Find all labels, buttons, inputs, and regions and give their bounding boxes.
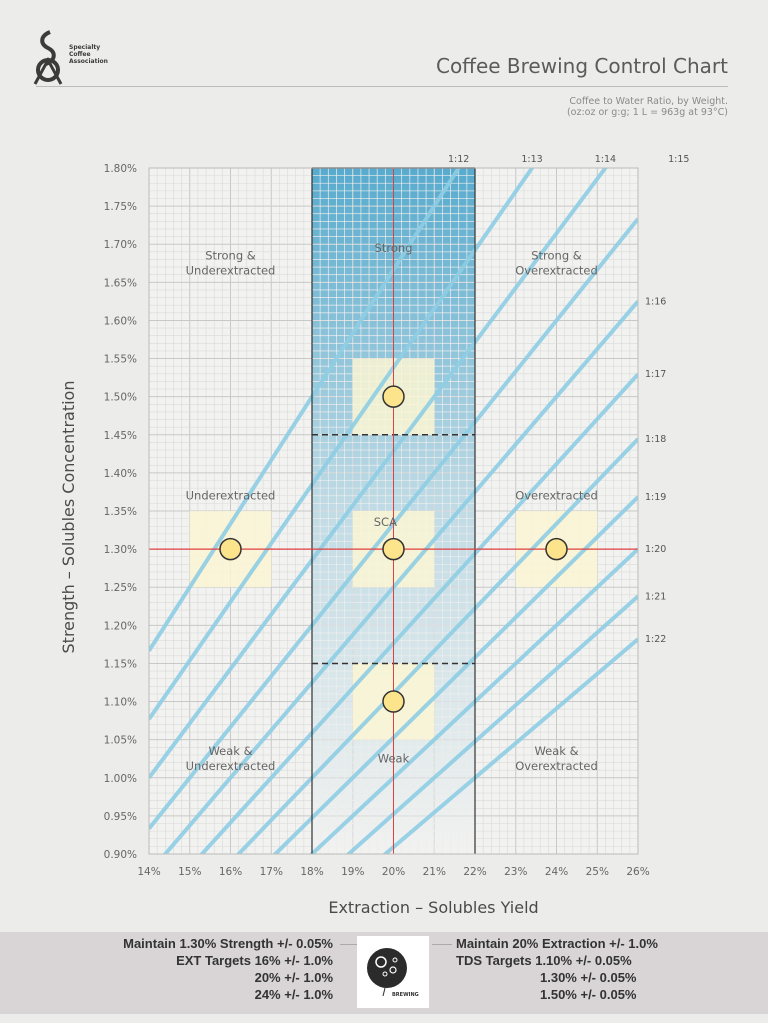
x-tick-label: 25% — [586, 866, 609, 878]
region-label: Strong & Overextracted — [515, 248, 598, 277]
y-tick-label: 1.70% — [104, 239, 137, 251]
y-tick-label: 1.35% — [104, 506, 137, 518]
y-tick-label: 1.30% — [104, 544, 137, 556]
x-tick-label: 18% — [300, 866, 323, 878]
ratio-label-top: 1:14 — [595, 154, 616, 165]
ratio-label-right: 1:19 — [645, 492, 666, 503]
brewing-label: BREWING — [392, 992, 419, 998]
y-tick-label: 1.00% — [104, 773, 137, 785]
footer-left-line: 24% +/- 1.0% — [254, 987, 333, 1002]
brewing-logo — [357, 936, 429, 1008]
region-label-line: Weak — [378, 752, 410, 766]
y-tick-label: 1.05% — [104, 735, 137, 747]
ratio-label-right: 1:22 — [645, 634, 666, 645]
ratio-label-right: 1:16 — [645, 296, 666, 307]
x-tick-label: 23% — [504, 866, 527, 878]
footer-right-line: TDS Targets 1.10% +/- 0.05% — [456, 953, 632, 968]
y-tick-label: 0.95% — [104, 811, 137, 823]
region-label-line: Underextracted — [186, 759, 276, 773]
footer-right-line: 1.50% +/- 0.05% — [540, 987, 637, 1002]
sca-logo — [33, 30, 63, 85]
footer-left-line: Maintain 1.30% Strength +/- 0.05% — [123, 936, 333, 951]
region-label-line: SCA — [374, 515, 397, 529]
coffee-bubbles-icon — [367, 948, 407, 997]
region-label: Strong & Underextracted — [186, 248, 276, 277]
y-tick-label: 1.15% — [104, 658, 137, 670]
x-tick-label: 19% — [341, 866, 364, 878]
region-label-line: Underextracted — [186, 489, 276, 503]
target-point — [545, 537, 568, 561]
x-axis-label: Extraction – Solubles Yield — [328, 898, 538, 917]
ratio-label-top: 1:13 — [521, 154, 542, 165]
region-label: Underextracted — [186, 489, 276, 503]
x-tick-label: 22% — [463, 866, 486, 878]
region-label-line: Weak & — [534, 744, 578, 758]
x-tick-label: 20% — [382, 866, 405, 878]
y-tick-label: 1.60% — [104, 315, 137, 327]
x-tick-label: 21% — [423, 866, 446, 878]
footer-separator-left — [340, 944, 360, 945]
region-label-line: Overextracted — [515, 489, 598, 503]
y-tick-label: 1.55% — [104, 354, 137, 366]
y-tick-label: 1.40% — [104, 468, 137, 480]
region-label-line: Underextracted — [186, 263, 276, 277]
y-tick-label: 1.45% — [104, 430, 137, 442]
y-tick-label: 1.25% — [104, 582, 137, 594]
region-label-line: Overextracted — [515, 263, 598, 277]
region-label-line: Strong & — [531, 248, 582, 262]
y-tick-label: 1.75% — [104, 201, 137, 213]
target-point — [382, 537, 405, 561]
ratio-label-right: 1:21 — [645, 591, 666, 602]
y-tick-label: 0.90% — [104, 849, 137, 861]
y-tick-label: 1.10% — [104, 697, 137, 709]
y-tick-label: 1.20% — [104, 620, 137, 632]
ratio-label-top: 1:15 — [668, 154, 689, 165]
region-label: Weak & Overextracted — [515, 744, 598, 773]
region-label-line: Overextracted — [515, 759, 598, 773]
x-tick-label: 24% — [545, 866, 568, 878]
footer-separator-right — [432, 944, 452, 945]
target-point — [382, 385, 405, 408]
y-tick-label: 1.65% — [104, 277, 137, 289]
footer-right-line: Maintain 20% Extraction +/- 1.0% — [456, 936, 658, 951]
region-label-line: Weak & — [208, 744, 252, 758]
region-label: Overextracted — [515, 489, 598, 503]
x-tick-label: 26% — [626, 866, 649, 878]
ratio-label-right: 1:18 — [645, 434, 666, 445]
footer-left-line: 20% +/- 1.0% — [254, 970, 333, 985]
x-tick-label: 16% — [219, 866, 242, 878]
ratio-label-right: 1:17 — [645, 369, 666, 380]
ratio-label-right: 1:20 — [645, 544, 666, 555]
y-tick-label: 1.80% — [104, 163, 137, 175]
region-label: Weak & Underextracted — [186, 744, 276, 773]
title-divider — [36, 86, 728, 87]
x-tick-label: 15% — [178, 866, 201, 878]
page-title: Coffee Brewing Control Chart — [435, 54, 728, 78]
y-axis-label: Strength – Solubles Concentration — [59, 381, 78, 654]
ratio-label-top: 1:12 — [448, 154, 469, 165]
plot-border — [148, 167, 639, 855]
footer-right-line: 1.30% +/- 0.05% — [540, 970, 637, 985]
x-tick-label: 14% — [137, 866, 160, 878]
x-tick-label: 17% — [260, 866, 283, 878]
chart-subtitle: Coffee to Water Ratio, by Weight. (oz:oz… — [566, 96, 728, 118]
logo-text: Specialty Coffee Association — [69, 44, 108, 65]
region-label: SCA — [374, 515, 397, 529]
region-label-line: Strong — [375, 241, 413, 255]
target-point — [219, 537, 242, 561]
region-label-line: Strong & — [205, 248, 256, 262]
y-tick-label: 1.50% — [104, 392, 137, 404]
target-point — [382, 690, 405, 713]
region-label: Weak — [378, 752, 410, 766]
footer-left-line: EXT Targets 16% +/- 1.0% — [176, 953, 333, 968]
region-label: Strong — [375, 241, 413, 255]
